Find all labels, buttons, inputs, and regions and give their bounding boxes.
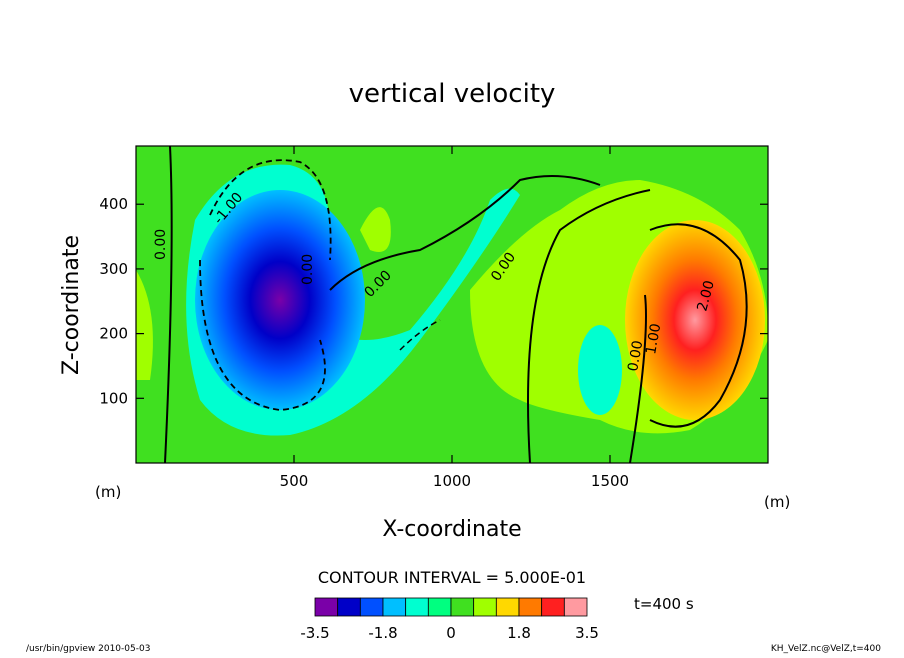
colorbar-ticks: -3.5 -1.8 0 1.8 3.5	[300, 624, 599, 642]
y-tick-label: 200	[99, 325, 128, 343]
colorbar-swatch	[542, 598, 565, 616]
colorbar-swatch	[406, 598, 429, 616]
x-axis-label: X-coordinate	[382, 517, 521, 542]
x-unit-label: (m)	[764, 493, 790, 511]
colorbar-tick-label: 0	[446, 624, 456, 642]
colorbar-swatch	[519, 598, 542, 616]
colorbar-swatch	[451, 598, 474, 616]
contour-interval-text: CONTOUR INTERVAL = 5.000E-01	[318, 568, 586, 587]
cyan-pocket	[578, 325, 622, 415]
colorbar-tick-label: -3.5	[300, 624, 329, 642]
colorbar-swatch	[338, 598, 361, 616]
footer-right: KH_VelZ.nc@VelZ,t=400	[771, 644, 881, 654]
x-tick-label: 1500	[591, 472, 629, 490]
colorbar-swatch	[428, 598, 451, 616]
contour-label: 0.00	[153, 229, 169, 260]
colorbar-swatch	[474, 598, 497, 616]
colorbar-tick-label: 3.5	[575, 624, 599, 642]
x-tick-label: 1000	[433, 472, 471, 490]
colorbar-tick-label: 1.8	[507, 624, 531, 642]
y-axis-label: Z-coordinate	[59, 235, 84, 375]
colorbar-swatch	[315, 598, 338, 616]
colorbar-tick-label: -1.8	[368, 624, 397, 642]
chart-title: vertical velocity	[349, 79, 556, 109]
colorbar	[315, 598, 587, 616]
y-tick-label: 400	[99, 195, 128, 213]
colorbar-swatch	[360, 598, 383, 616]
footer-left: /usr/bin/gpview 2010-05-03	[26, 644, 150, 654]
y-tick-label: 100	[99, 389, 128, 407]
y-tick-label: 300	[99, 260, 128, 278]
y-unit-label: (m)	[95, 483, 121, 501]
contour-label: 0.00	[300, 254, 316, 285]
x-tick-label: 500	[280, 472, 309, 490]
colorbar-swatch	[383, 598, 406, 616]
colorbar-swatch	[496, 598, 519, 616]
time-label: t=400 s	[634, 595, 694, 613]
colorbar-swatch	[564, 598, 587, 616]
